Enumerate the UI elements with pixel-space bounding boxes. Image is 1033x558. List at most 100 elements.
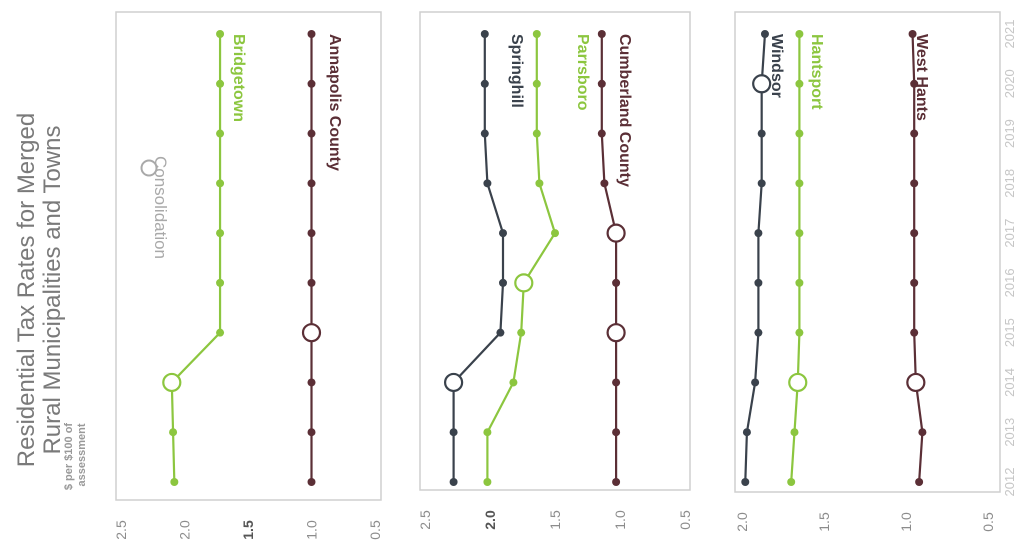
data-point [612,278,621,287]
data-point [307,428,316,437]
y-tick-label: 1.5 [240,520,256,540]
unit-label: $ per $100 of assessment [63,420,88,490]
y-tick-label: 1.5 [816,512,832,532]
series-label-hantsport: Hantsport [808,34,825,110]
series-label-annapolis-county: Annapolis County [326,34,343,171]
data-point [307,378,316,387]
data-point [170,478,179,486]
data-point [795,229,804,238]
data-point [216,229,225,238]
data-point [795,79,804,88]
x-tick-label: 2019 [1002,119,1017,148]
x-tick-label: 2016 [1002,268,1017,297]
consolidation-marker [906,372,926,393]
chart-title-line2-text: Rural Municipalities and Towns [39,125,66,454]
data-point [910,79,919,88]
data-point [480,129,489,138]
y-tick-label: 1.0 [612,510,628,530]
data-point [532,129,541,138]
panel-frame [419,11,691,491]
series-label-west-hants: West Hants [913,34,930,121]
data-point [754,328,763,337]
data-point [795,328,804,337]
data-point [216,79,225,88]
data-point [910,179,919,188]
data-point [918,428,927,437]
series-label-springhill: Springhill [508,34,525,108]
series-windsor: Windsor [741,30,785,486]
series-line [600,34,618,482]
series-line [486,34,557,482]
data-point [169,428,178,437]
y-tick-label: 1.0 [898,512,914,532]
data-point [509,378,518,387]
series-springhill: Springhill [444,30,525,486]
panel-frame [734,11,1001,493]
series-line [170,34,222,483]
data-point [751,378,760,387]
data-point [915,478,924,486]
data-point [600,179,609,188]
legend-consolidation-marker [140,159,158,177]
data-point [910,129,919,138]
consolidation-marker [514,273,534,293]
data-point [754,278,763,287]
y-tick-label: 2.5 [113,520,129,540]
series-parrsboro: Parrsboro [483,30,591,486]
data-point [742,428,751,437]
data-point [741,478,750,486]
y-tick-label: 0.5 [367,520,383,540]
y-tick-label: 0.5 [980,512,996,532]
data-point [483,428,492,437]
x-tick-label: 2012 [1002,468,1017,497]
x-tick-label: 2018 [1002,169,1017,198]
consolidation-marker [444,372,464,393]
data-point [480,79,489,88]
data-point [483,179,492,188]
data-point [480,30,489,38]
data-point [216,179,225,188]
y-tick-label: 0.5 [677,510,693,530]
data-point [307,129,316,138]
legend: Consolidation [140,156,170,259]
x-tick-label: 2017 [1002,219,1017,248]
data-point [597,30,606,38]
data-point [483,478,492,486]
y-tick-label: 2.5 [417,510,433,530]
data-point [307,229,316,238]
panel-1: 0.5 1.0 1.5 2.0 2.5 Bridgetown Annapolis Count… [113,11,383,540]
data-point [795,30,804,38]
x-tick-label: 2013 [1002,418,1017,447]
consolidation-marker [301,323,322,343]
data-point [535,179,544,188]
data-point [910,229,919,238]
consolidation-marker [752,74,772,94]
series-label-windsor: Windsor [768,34,785,98]
data-point [499,229,507,238]
data-point [449,428,458,437]
data-point [307,179,316,188]
series-cumberland-county: Cumberland County [597,30,633,486]
data-point [760,30,769,38]
unit-label-line1: $ per $100 of [63,423,75,491]
panel-2: 0.5 1.0 1.5 2.0 2.5 Springhill Parrsboro Cumber… [417,11,693,530]
chart-title: Residential Tax Rates for Merged [13,113,40,467]
data-point [597,129,606,138]
data-point [551,229,559,238]
data-point [449,478,458,486]
data-point [908,30,917,38]
series-bridgetown: Bridgetown [162,30,247,486]
panel-3: 0.5 1.0 1.5 2.0 2012 2013 2014 2015 2016 2017 2018… [734,11,1017,532]
series-label-bridgetown: Bridgetown [230,34,247,122]
x-tick-label: 2015 [1002,318,1017,347]
series-line [452,34,505,482]
consolidation-marker [788,372,808,393]
data-point [216,328,225,337]
x-tick-label: 2014 [1002,368,1017,397]
x-tick-label: 2021 [1002,20,1017,49]
series-annapolis-county: Annapolis County [301,30,343,486]
data-point [532,30,541,38]
chart-title-line1: Residential Tax Rates for Merged [13,113,40,467]
data-point [910,328,919,337]
